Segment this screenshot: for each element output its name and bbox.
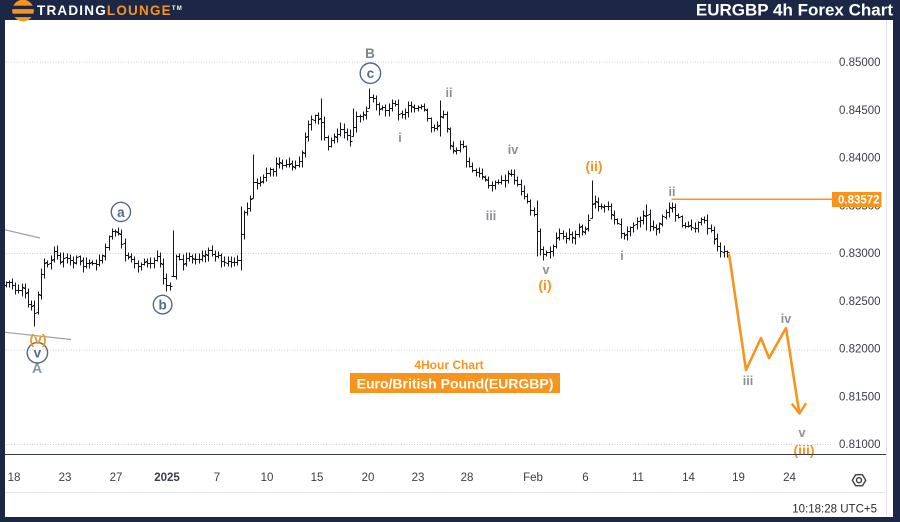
svg-text:0.81000: 0.81000: [839, 439, 881, 451]
svg-text:v: v: [799, 426, 806, 440]
svg-text:Feb: Feb: [523, 472, 543, 484]
svg-text:Euro/British Pound(EURGBP): Euro/British Pound(EURGBP): [357, 376, 554, 392]
svg-text:A: A: [32, 360, 42, 376]
svg-text:a: a: [117, 205, 125, 220]
svg-text:0.84500: 0.84500: [839, 105, 881, 117]
svg-text:4Hour Chart: 4Hour Chart: [414, 358, 483, 372]
svg-text:iii: iii: [486, 209, 496, 223]
svg-text:0.84000: 0.84000: [839, 153, 881, 165]
svg-text:v: v: [543, 263, 550, 277]
svg-text:B: B: [365, 46, 375, 61]
svg-text:ii: ii: [669, 185, 676, 199]
svg-text:27: 27: [110, 472, 123, 484]
svg-text:iv: iv: [781, 312, 791, 326]
svg-text:15: 15: [311, 472, 324, 484]
svg-text:iii: iii: [743, 374, 753, 388]
svg-text:0.82500: 0.82500: [839, 296, 881, 308]
svg-text:0.82000: 0.82000: [839, 344, 881, 356]
svg-text:i: i: [398, 131, 401, 145]
svg-text:11: 11: [632, 472, 644, 484]
svg-text:(i): (i): [538, 277, 551, 293]
svg-text:0.85000: 0.85000: [839, 57, 881, 69]
svg-text:6: 6: [582, 472, 588, 484]
svg-text:14: 14: [682, 472, 695, 484]
svg-text:10: 10: [261, 472, 274, 484]
svg-text:0.81500: 0.81500: [839, 391, 881, 403]
svg-text:iv: iv: [508, 143, 518, 157]
svg-text:c: c: [367, 66, 375, 81]
svg-text:(iii): (iii): [794, 442, 815, 458]
svg-text:19: 19: [732, 472, 745, 484]
svg-text:(ii): (ii): [585, 158, 602, 174]
svg-text:i: i: [620, 249, 623, 263]
svg-text:v: v: [34, 346, 42, 361]
svg-text:(v): (v): [29, 331, 46, 347]
svg-text:24: 24: [783, 472, 796, 484]
svg-text:0.83000: 0.83000: [839, 248, 881, 260]
svg-text:28: 28: [461, 472, 474, 484]
svg-text:23: 23: [412, 472, 425, 484]
svg-text:b: b: [158, 297, 166, 312]
svg-text:EURGBP 4h Forex Chart: EURGBP 4h Forex Chart: [696, 1, 893, 20]
svg-text:18: 18: [8, 472, 21, 484]
svg-text:0.83572: 0.83572: [838, 195, 880, 207]
svg-text:ii: ii: [446, 86, 453, 100]
svg-text:2025: 2025: [154, 472, 180, 484]
svg-text:7: 7: [214, 472, 220, 484]
svg-text:20: 20: [362, 472, 375, 484]
svg-text:10:18:28 UTC+5: 10:18:28 UTC+5: [792, 504, 877, 516]
svg-text:23: 23: [59, 472, 72, 484]
svg-text:TRADINGLOUNGETM: TRADINGLOUNGETM: [37, 3, 183, 18]
